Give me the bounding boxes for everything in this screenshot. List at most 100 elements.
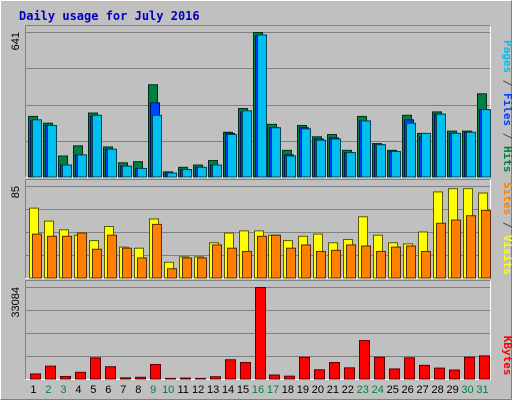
bar-kbytes-day-18 — [284, 375, 295, 380]
x-tick-label-day-28: 28 — [431, 384, 443, 396]
bar-kbytes-day-13 — [210, 376, 221, 380]
bar-sites-day-10 — [167, 268, 177, 279]
bar-sites-day-5 — [92, 248, 102, 279]
chart-title: Daily usage for July 2016 — [19, 9, 200, 23]
bar-kbytes-day-14 — [225, 359, 236, 380]
y-max-label: 641 — [10, 32, 22, 50]
x-tick-label-day-20: 20 — [312, 384, 324, 396]
bar-sites-day-15 — [242, 250, 252, 279]
bar-kbytes-day-19 — [299, 356, 310, 380]
bar-sites-day-4 — [77, 232, 87, 279]
legend-kbytes: KBytes — [501, 336, 512, 376]
legend-files: Files — [501, 93, 512, 126]
bar-sites-day-31 — [481, 209, 491, 279]
bar-sites-day-26 — [406, 245, 416, 279]
bar-pages-day-4 — [77, 154, 87, 178]
bar-pages-day-26 — [406, 122, 416, 178]
legend-visits: Visits — [501, 235, 512, 275]
bar-pages-day-19 — [301, 128, 311, 178]
legend-sites: Sites — [501, 182, 512, 215]
x-tick-label-day-16: 16 — [252, 384, 264, 396]
x-tick-label-day-15: 15 — [237, 384, 249, 396]
bar-kbytes-day-31 — [479, 355, 490, 380]
bar-sites-day-3 — [62, 235, 72, 279]
bar-kbytes-day-3 — [60, 375, 71, 380]
bar-pages-day-22 — [346, 152, 356, 178]
x-tick-label-day-18: 18 — [282, 384, 294, 396]
bar-sites-day-16 — [257, 235, 267, 279]
bar-pages-day-25 — [391, 150, 401, 178]
bar-sites-day-18 — [286, 247, 296, 279]
panel-kbytes: 33084 KBytes — [10, 280, 512, 380]
legend-/: / — [501, 73, 512, 93]
bar-kbytes-day-23 — [359, 340, 370, 380]
x-tick-label-day-12: 12 — [192, 384, 204, 396]
bar-pages-day-17 — [271, 127, 281, 178]
bar-pages-day-27 — [421, 132, 431, 178]
x-tick-label-day-2: 2 — [45, 384, 51, 396]
bar-kbytes-day-2 — [45, 365, 56, 380]
x-tick-label-day-27: 27 — [417, 384, 429, 396]
bar-kbytes-day-29 — [449, 369, 460, 380]
bar-sites-day-1 — [32, 233, 42, 279]
y-max-label: 33084 — [10, 287, 22, 318]
bar-pages-day-1 — [32, 119, 42, 178]
bar-kbytes-day-10 — [165, 377, 176, 380]
bar-kbytes-day-6 — [105, 366, 116, 380]
x-tick-label-day-7: 7 — [120, 384, 126, 396]
bar-sites-day-20 — [316, 250, 326, 279]
series-legend: Sites / Visits — [501, 182, 512, 275]
x-tick-label-day-17: 17 — [267, 384, 279, 396]
bar-pages-day-20 — [316, 139, 326, 178]
bar-sites-day-13 — [212, 244, 222, 279]
bar-pages-day-11 — [182, 169, 192, 178]
chart-panels: 641 Pages / Files / Hits 85 Sites / Visits 3… — [10, 25, 512, 380]
x-tick-label-day-3: 3 — [60, 384, 66, 396]
bar-kbytes-day-25 — [389, 368, 400, 380]
bar-sites-day-19 — [301, 244, 311, 279]
bar-kbytes-day-16 — [255, 287, 266, 380]
bar-sites-day-22 — [346, 244, 356, 279]
x-tick-label-day-23: 23 — [357, 384, 369, 396]
bar-kbytes-day-12 — [195, 377, 206, 380]
bar-kbytes-day-17 — [269, 374, 280, 380]
bar-sites-day-25 — [391, 246, 401, 279]
x-tick-label-day-14: 14 — [222, 384, 234, 396]
x-tick-label-day-26: 26 — [402, 384, 414, 396]
bar-pages-day-3 — [62, 164, 72, 178]
bar-sites-day-2 — [47, 235, 57, 279]
bar-pages-day-16 — [257, 34, 267, 178]
x-tick-label-day-31: 31 — [476, 384, 488, 396]
bar-pages-day-7 — [122, 165, 132, 178]
x-tick-label-day-19: 19 — [297, 384, 309, 396]
panel-visits-sites: 85 Sites / Visits — [10, 179, 512, 279]
x-tick-label-day-21: 21 — [327, 384, 339, 396]
bar-pages-day-5 — [92, 114, 102, 178]
bar-kbytes-day-5 — [90, 357, 101, 380]
bar-sites-day-30 — [466, 215, 476, 279]
bar-kbytes-day-21 — [329, 362, 340, 380]
x-axis-labels: 1 2 3 4 5 6 7 8 9 10 11 12 13 14 15 16 17 18 19 20 21 22 23 24 2… — [30, 384, 488, 396]
bar-pages-day-24 — [376, 144, 386, 178]
bar-sites-day-28 — [436, 222, 446, 279]
bar-kbytes-day-1 — [30, 373, 41, 380]
bar-kbytes-day-7 — [120, 377, 131, 380]
bar-pages-day-8 — [137, 167, 147, 178]
y-max-label: 85 — [10, 186, 22, 198]
legend-/: / — [501, 126, 512, 146]
bar-pages-day-18 — [286, 155, 296, 178]
bar-pages-day-12 — [197, 166, 207, 178]
panel-hits-files-pages: 641 Pages / Files / Hits — [10, 25, 512, 178]
bar-kbytes-day-22 — [344, 367, 355, 380]
bar-kbytes-day-26 — [404, 357, 415, 380]
bar-kbytes-day-20 — [314, 369, 325, 380]
bar-sites-day-12 — [197, 257, 207, 279]
x-tick-label-day-5: 5 — [90, 384, 96, 396]
bar-sites-day-27 — [421, 250, 431, 279]
bar-kbytes-day-9 — [150, 363, 161, 380]
bar-sites-day-21 — [331, 249, 341, 279]
legend-pages: Pages — [501, 40, 512, 73]
bar-kbytes-day-15 — [240, 362, 251, 380]
